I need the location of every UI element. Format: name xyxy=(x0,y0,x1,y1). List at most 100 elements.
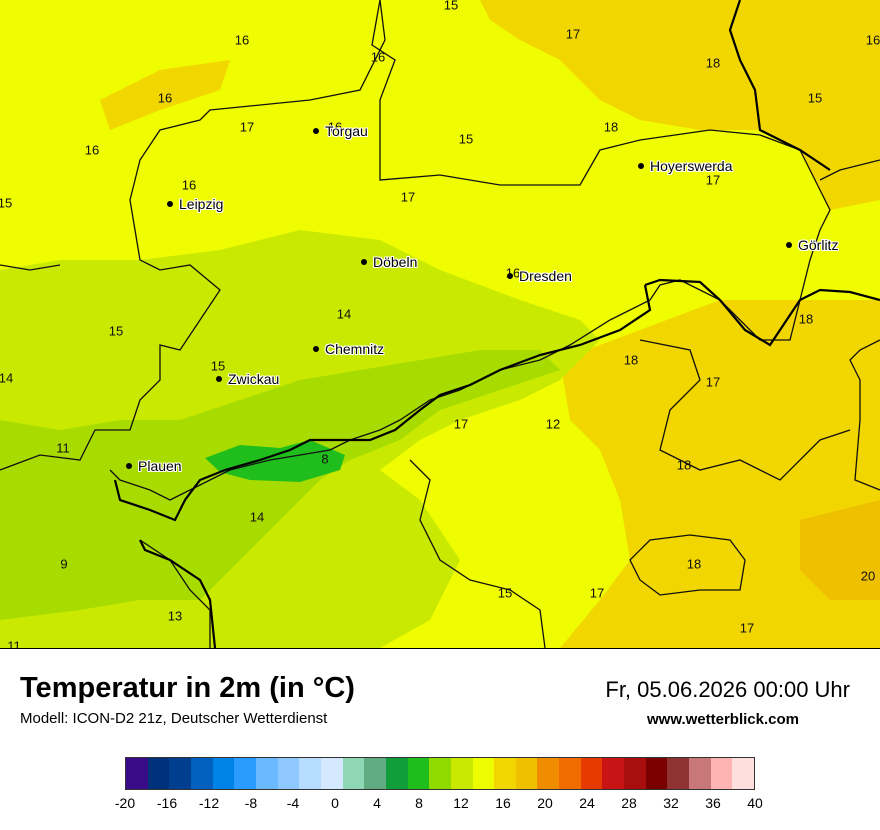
legend-swatch xyxy=(537,758,560,789)
legend-swatch xyxy=(126,758,148,789)
city-label: Leipzig xyxy=(179,196,224,212)
legend-tick-label: -4 xyxy=(286,795,300,811)
legend-swatch xyxy=(515,758,538,789)
legend-tick-label: 8 xyxy=(415,795,423,811)
city-label: Chemnitz xyxy=(325,341,385,357)
temperature-value: 9 xyxy=(60,556,68,572)
temperature-value: 15 xyxy=(108,323,124,339)
legend-tick-label: 28 xyxy=(621,795,637,811)
city-label: Dresden xyxy=(519,268,572,284)
city-label: Döbeln xyxy=(373,254,418,270)
temperature-map: 1516171618161516171616161515181717161514… xyxy=(0,0,880,649)
legend-swatch xyxy=(559,758,581,789)
city-dot xyxy=(313,128,319,134)
temperature-value: 14 xyxy=(249,509,265,525)
legend-tick-label: -8 xyxy=(244,795,258,811)
color-legend-ticks: -20 -16 -12 -8 -4 0 4 8 12 16 20 24 28 32 36 40 xyxy=(115,795,763,815)
city-dot xyxy=(126,463,132,469)
temperature-value: 16 xyxy=(181,177,197,193)
legend-swatch xyxy=(645,758,668,789)
temperature-value: 15 xyxy=(0,195,13,211)
temperature-value: 18 xyxy=(603,119,619,135)
city-dot xyxy=(216,376,222,382)
legend-tick-label: 24 xyxy=(579,795,595,811)
temperature-value: 11 xyxy=(7,638,21,649)
temperature-value: 17 xyxy=(705,172,721,188)
city-label: Görlitz xyxy=(798,237,839,253)
temperature-value: 11 xyxy=(56,440,70,456)
legend-swatch xyxy=(689,758,711,789)
legend-tick-label: 40 xyxy=(747,795,763,811)
temperature-value: 20 xyxy=(860,568,876,584)
temp-field-18-north-east xyxy=(480,0,880,210)
temperature-value: 16 xyxy=(865,32,880,48)
city-label: Hoyerswerda xyxy=(650,158,733,174)
legend-swatch xyxy=(147,758,170,789)
city-label: Torgau xyxy=(325,123,368,139)
temperature-value: 15 xyxy=(497,585,513,601)
legend-swatch xyxy=(602,758,625,789)
legend-tick-label: 12 xyxy=(453,795,469,811)
temperature-value: 18 xyxy=(676,457,692,473)
state-borders xyxy=(0,0,880,648)
city-dot xyxy=(167,201,173,207)
legend-swatch xyxy=(667,758,690,789)
legend-swatch xyxy=(494,758,516,789)
temperature-value: 13 xyxy=(167,608,183,624)
legend-tick-label: 4 xyxy=(373,795,381,811)
temperature-value: 17 xyxy=(565,26,581,42)
temperature-value: 17 xyxy=(705,374,721,390)
city-dot xyxy=(638,163,644,169)
legend-swatch xyxy=(277,758,300,789)
legend-swatch xyxy=(450,758,473,789)
legend-swatch xyxy=(385,758,408,789)
temperature-value: 16 xyxy=(157,90,173,106)
legend-tick-label: -20 xyxy=(114,795,136,811)
temperature-value: 17 xyxy=(400,189,416,205)
temperature-value: 12 xyxy=(545,416,561,432)
legend-tick-label: 0 xyxy=(331,795,339,811)
forecast-datetime: Fr, 05.06.2026 00:00 Uhr xyxy=(605,677,850,702)
legend-swatch xyxy=(407,758,430,789)
temperature-value: 14 xyxy=(0,370,14,386)
legend-swatch xyxy=(429,758,451,789)
temperature-value: 17 xyxy=(453,416,469,432)
legend-tick-label: 32 xyxy=(663,795,679,811)
temp-field-8 xyxy=(205,440,345,482)
legend-swatch xyxy=(255,758,278,789)
legend-tick-label: -12 xyxy=(198,795,220,811)
legend-tick-label: 36 xyxy=(705,795,721,811)
temperature-value: 15 xyxy=(458,131,474,147)
city-dot xyxy=(313,346,319,352)
temperature-value: 17 xyxy=(739,620,755,636)
temperature-value: 18 xyxy=(798,311,814,327)
legend-swatch xyxy=(472,758,495,789)
legend-swatch xyxy=(342,758,365,789)
temperature-value: 16 xyxy=(327,119,343,135)
temperature-value: 18 xyxy=(686,556,702,572)
legend-swatch xyxy=(169,758,191,789)
temperature-value: 15 xyxy=(443,0,459,13)
city-dot xyxy=(786,242,792,248)
legend-swatch xyxy=(624,758,646,789)
legend-swatch xyxy=(190,758,213,789)
legend-tick-label: -16 xyxy=(156,795,178,811)
legend-swatch xyxy=(234,758,256,789)
model-info: Modell: ICON-D2 21z, Deutscher Wetterdie… xyxy=(20,710,328,727)
temperature-value: 15 xyxy=(210,358,226,374)
chart-title: Temperatur in 2m (in °C) xyxy=(20,672,355,704)
temp-field-10 xyxy=(0,350,560,620)
city-label: Plauen xyxy=(138,458,182,474)
temp-field-20 xyxy=(800,500,880,600)
city-dot xyxy=(507,273,513,279)
legend-tick-label: 20 xyxy=(537,795,553,811)
legend-swatch xyxy=(212,758,235,789)
temperature-value: 16 xyxy=(370,49,386,65)
legend-swatch xyxy=(710,758,733,789)
temperature-value: 16 xyxy=(234,32,250,48)
temperature-value: 16 xyxy=(84,142,100,158)
national-border xyxy=(113,0,880,648)
color-legend-bar xyxy=(125,757,755,790)
temperature-value: 17 xyxy=(589,585,605,601)
website-link[interactable]: www.wetterblick.com xyxy=(647,711,799,728)
